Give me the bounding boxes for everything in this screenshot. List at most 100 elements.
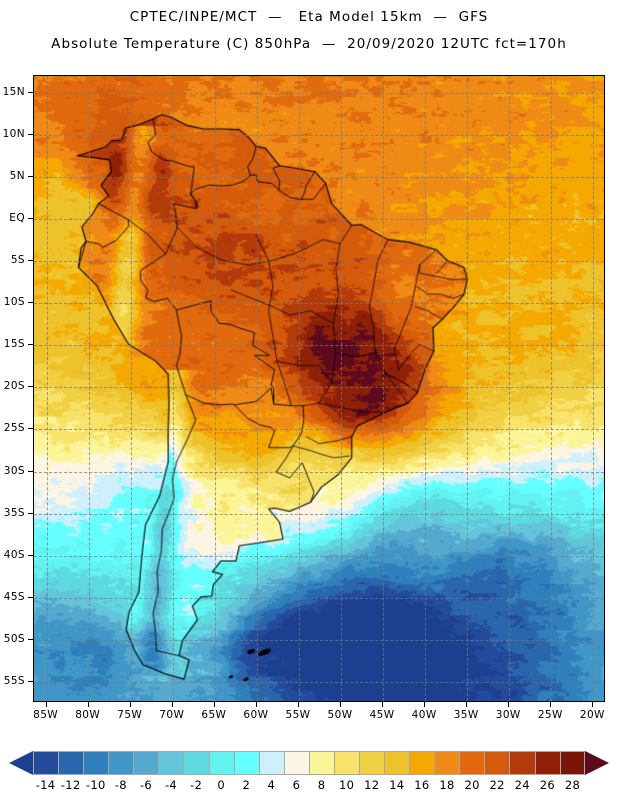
y-axis-tick [28, 680, 33, 682]
x-axis-label: 55W [285, 709, 311, 721]
y-axis-label: 5N [9, 169, 25, 182]
y-axis-tick [28, 133, 33, 135]
x-axis-tick [171, 702, 173, 707]
colorbar-tick-label: 12 [364, 778, 380, 792]
colorbar-segment[interactable] [409, 751, 435, 775]
y-axis-tick [28, 512, 33, 514]
x-axis-tick [87, 702, 89, 707]
y-axis-tick [28, 386, 33, 388]
colorbar-segment[interactable] [83, 751, 109, 775]
x-axis-tick [382, 702, 384, 707]
colorbar-segment[interactable] [33, 751, 59, 775]
colorbar-segment[interactable] [133, 751, 159, 775]
colorbar-segment[interactable] [233, 751, 259, 775]
colorbar-segment[interactable] [258, 751, 284, 775]
x-axis-tick [213, 702, 215, 707]
x-axis-tick [424, 702, 426, 707]
x-axis-tick [297, 702, 299, 707]
y-axis-tick [28, 596, 33, 598]
colorbar-tick-label: -8 [114, 778, 127, 792]
colorbar-tick-label: 18 [439, 778, 455, 792]
x-axis-label: 20W [579, 709, 605, 721]
y-axis-tick [28, 344, 33, 346]
temperature-field-canvas [34, 76, 604, 701]
x-axis-label: 40W [411, 709, 437, 721]
y-axis-tick [28, 428, 33, 430]
x-axis-label: 80W [75, 709, 101, 721]
colorbar-tick-label: 28 [564, 778, 581, 792]
x-axis-tick [129, 702, 131, 707]
colorbar-over-arrow-icon [585, 751, 609, 775]
colorbar-segment[interactable] [308, 751, 334, 775]
x-axis-tick [45, 702, 47, 707]
y-axis-tick [28, 470, 33, 472]
colorbar-segment[interactable] [559, 751, 585, 775]
colorbar-segment[interactable] [58, 751, 84, 775]
y-axis-tick [28, 218, 33, 220]
colorbar-tick-label: 6 [292, 778, 301, 792]
x-axis-label: 75W [117, 709, 143, 721]
colorbar-tick-label: -14 [35, 778, 56, 792]
colorbar-segment[interactable] [333, 751, 360, 775]
x-axis-label: 70W [159, 709, 185, 721]
y-axis-tick [28, 91, 33, 93]
title-block: CPTEC/INPE/MCT — Eta Model 15km — GFS Ab… [0, 0, 618, 52]
colorbar-tick-label: -4 [164, 778, 178, 792]
x-axis-label: 25W [537, 709, 563, 721]
colorbar-tick-label: 20 [464, 778, 480, 792]
colorbar-tick-label: 2 [242, 778, 251, 792]
x-axis-tick [592, 702, 594, 707]
colorbar-strip[interactable] [33, 751, 585, 775]
y-axis-label: 15N [2, 85, 25, 98]
y-axis-label: 10N [2, 127, 25, 140]
colorbar-tick-label: 14 [389, 778, 405, 792]
y-axis-tick [28, 638, 33, 640]
colorbar-tick-label: 0 [217, 778, 225, 792]
y-axis-label: 55S [3, 674, 25, 687]
colorbar-tick-label: -6 [139, 778, 152, 792]
y-axis-tick [28, 260, 33, 262]
colorbar-tick-label: 16 [414, 778, 430, 792]
y-axis-label: EQ [9, 212, 25, 225]
page-title: CPTEC/INPE/MCT — Eta Model 15km — GFS [129, 9, 489, 25]
colorbar-segment[interactable] [509, 751, 535, 775]
colorbar-tick-label: -10 [85, 778, 106, 792]
y-axis-tick [28, 302, 33, 304]
x-axis-label: 60W [243, 709, 269, 721]
colorbar-under-arrow-icon [9, 751, 33, 775]
y-axis-label: 20S [3, 380, 25, 393]
colorbar-tick-label: -12 [60, 778, 81, 792]
map-plot-area[interactable] [33, 75, 605, 702]
colorbar[interactable]: -14 -12 -10 -8 -6 -4 -2 0 2 4 6 8 10 12 14 16 18 20 22 24 26… [0, 745, 618, 800]
colorbar-tick-label: 10 [339, 778, 355, 792]
y-axis-tick [28, 554, 33, 556]
colorbar-segment[interactable] [158, 751, 184, 775]
x-axis-label: 65W [201, 709, 227, 721]
colorbar-tick-label: 26 [539, 778, 555, 792]
y-axis-label: 15S [3, 338, 25, 351]
y-axis-label: 40S [3, 548, 25, 561]
x-axis-tick [255, 702, 257, 707]
colorbar-segment[interactable] [434, 751, 460, 775]
colorbar-segment[interactable] [359, 751, 385, 775]
colorbar-tick-label: 24 [514, 778, 530, 792]
colorbar-tick-label: 22 [489, 778, 505, 792]
x-axis-tick [508, 702, 510, 707]
colorbar-segment[interactable] [484, 751, 510, 775]
y-axis-label: 5S [10, 254, 25, 267]
colorbar-segment[interactable] [459, 751, 485, 775]
y-axis-tick [28, 175, 33, 177]
colorbar-segment[interactable] [384, 751, 410, 775]
x-axis-tick [550, 702, 552, 707]
x-axis-label: 85W [33, 709, 59, 721]
colorbar-segment[interactable] [534, 751, 560, 775]
y-axis-label: 35S [3, 506, 25, 519]
y-axis-label: 10S [3, 296, 25, 309]
x-axis-label: 30W [495, 709, 521, 721]
x-axis-tick [340, 702, 342, 707]
colorbar-segment[interactable] [283, 751, 309, 775]
colorbar-segment[interactable] [183, 751, 209, 775]
x-axis-tick [466, 702, 468, 707]
colorbar-segment[interactable] [108, 751, 134, 775]
colorbar-segment[interactable] [208, 751, 234, 775]
